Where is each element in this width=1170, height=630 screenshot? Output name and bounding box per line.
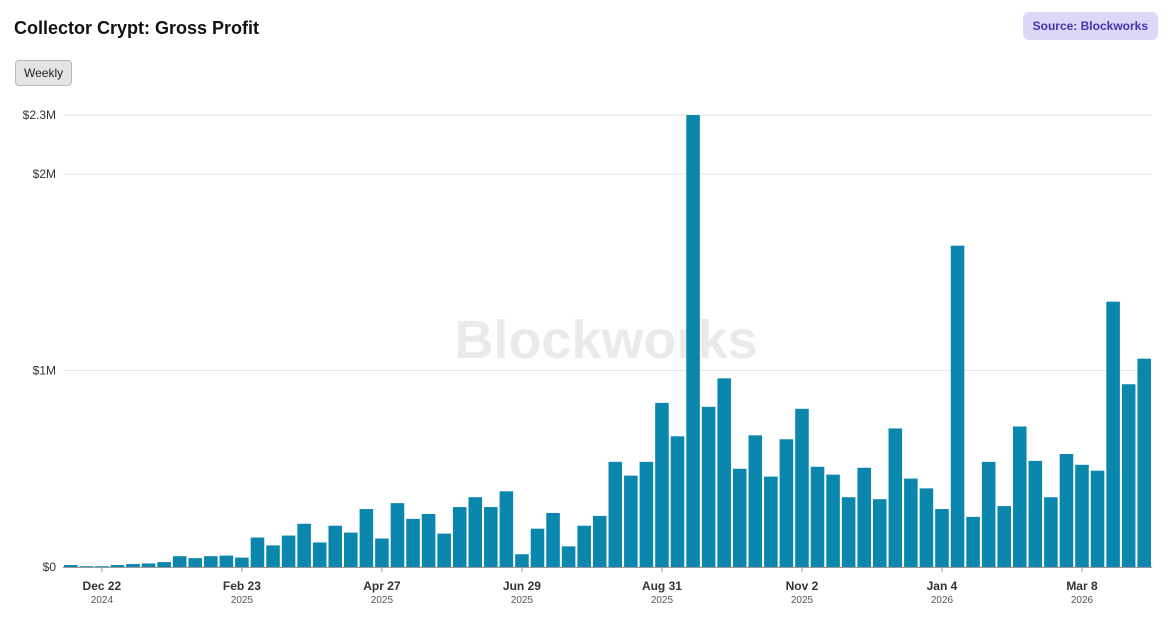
bar[interactable] bbox=[810, 466, 825, 567]
bar[interactable] bbox=[795, 408, 809, 567]
x-tick-year: 2025 bbox=[231, 595, 254, 606]
bar[interactable] bbox=[344, 532, 358, 567]
bar[interactable] bbox=[1012, 426, 1027, 567]
y-axis: $0 $1M $2M $2.3M bbox=[23, 108, 57, 574]
bar[interactable] bbox=[935, 509, 949, 567]
bar[interactable] bbox=[188, 558, 203, 567]
bar[interactable] bbox=[1106, 301, 1120, 567]
bar[interactable] bbox=[561, 546, 576, 567]
bar[interactable] bbox=[328, 525, 343, 567]
bar[interactable] bbox=[468, 497, 483, 567]
bar[interactable] bbox=[359, 509, 374, 567]
bar[interactable] bbox=[250, 537, 265, 567]
bar[interactable] bbox=[297, 523, 311, 567]
bar[interactable] bbox=[281, 535, 296, 567]
bar[interactable] bbox=[639, 461, 654, 567]
bar[interactable] bbox=[686, 115, 700, 567]
x-tick-year: 2025 bbox=[371, 595, 394, 606]
y-tick-label: $2M bbox=[33, 167, 56, 181]
x-tick-year: 2025 bbox=[511, 595, 534, 606]
x-axis: Dec 22 2024 Feb 23 2025 Apr 27 2025 Jun 29 2025… bbox=[63, 567, 1152, 606]
bar[interactable] bbox=[1090, 470, 1105, 567]
bar[interactable] bbox=[592, 515, 607, 567]
bar[interactable] bbox=[452, 507, 467, 567]
bar[interactable] bbox=[655, 402, 669, 567]
source-badge[interactable]: Source: Blockworks bbox=[1022, 12, 1158, 40]
x-tick-label: Aug 31 bbox=[642, 579, 682, 593]
x-tick-label: Nov 2 bbox=[786, 579, 819, 593]
bar[interactable] bbox=[608, 461, 623, 567]
x-tick-year: 2025 bbox=[791, 595, 814, 606]
bar[interactable] bbox=[577, 525, 591, 567]
watermark: Blockworks bbox=[454, 310, 757, 370]
bar[interactable] bbox=[219, 555, 234, 567]
x-tick-label: Feb 23 bbox=[223, 579, 261, 593]
bar[interactable] bbox=[64, 565, 78, 567]
bar[interactable] bbox=[515, 554, 529, 567]
bar[interactable] bbox=[701, 406, 716, 567]
bar[interactable] bbox=[484, 507, 498, 567]
bar[interactable] bbox=[1121, 384, 1136, 567]
bar[interactable] bbox=[126, 564, 140, 567]
bar[interactable] bbox=[375, 538, 389, 568]
bar[interactable] bbox=[888, 428, 903, 567]
bar[interactable] bbox=[546, 512, 560, 567]
x-tick-year: 2026 bbox=[1071, 595, 1094, 606]
bars bbox=[64, 115, 1151, 567]
bar[interactable] bbox=[919, 488, 934, 567]
bar[interactable] bbox=[157, 562, 171, 567]
bar[interactable] bbox=[904, 478, 918, 567]
x-tick-year: 2024 bbox=[91, 595, 114, 606]
bar[interactable] bbox=[717, 378, 731, 567]
bar[interactable] bbox=[779, 439, 794, 567]
bar[interactable] bbox=[764, 476, 778, 567]
y-tick-label: $2.3M bbox=[23, 108, 56, 122]
bar[interactable] bbox=[1028, 460, 1043, 567]
bar[interactable] bbox=[266, 545, 280, 567]
bar[interactable] bbox=[857, 467, 871, 567]
x-tick-year: 2026 bbox=[931, 595, 954, 606]
bar[interactable] bbox=[235, 557, 249, 567]
bar[interactable] bbox=[624, 475, 638, 567]
bar[interactable] bbox=[826, 474, 840, 567]
bar[interactable] bbox=[950, 245, 965, 567]
bar[interactable] bbox=[981, 461, 996, 567]
bar[interactable] bbox=[841, 497, 856, 567]
bar[interactable] bbox=[406, 518, 420, 567]
bar[interactable] bbox=[748, 435, 763, 567]
y-tick-label: $1M bbox=[33, 363, 56, 377]
bar[interactable] bbox=[997, 506, 1011, 567]
bar[interactable] bbox=[437, 533, 451, 567]
bar[interactable] bbox=[732, 468, 747, 567]
weekly-toggle-button[interactable]: Weekly bbox=[15, 60, 73, 86]
bar[interactable] bbox=[1075, 464, 1089, 567]
bar[interactable] bbox=[1044, 497, 1058, 567]
x-tick-year: 2025 bbox=[651, 595, 674, 606]
bar[interactable] bbox=[670, 436, 685, 567]
x-tick-label: Jun 29 bbox=[503, 579, 541, 593]
bar[interactable] bbox=[204, 556, 218, 567]
y-tick-label: $0 bbox=[43, 560, 57, 574]
bar[interactable] bbox=[110, 565, 125, 567]
bar[interactable] bbox=[966, 516, 980, 567]
bar[interactable] bbox=[95, 566, 109, 567]
bar[interactable] bbox=[141, 563, 156, 567]
bar[interactable] bbox=[172, 556, 187, 567]
bar[interactable] bbox=[1137, 358, 1151, 567]
bar[interactable] bbox=[79, 566, 94, 567]
chart-title: Collector Crypt: Gross Profit bbox=[14, 18, 260, 38]
x-tick-label: Jan 4 bbox=[927, 579, 958, 593]
x-tick-label: Mar 8 bbox=[1066, 579, 1098, 593]
x-tick-label: Dec 22 bbox=[83, 579, 122, 593]
bar[interactable] bbox=[530, 528, 545, 567]
bar[interactable] bbox=[499, 491, 514, 567]
bar[interactable] bbox=[1059, 454, 1074, 567]
bar[interactable] bbox=[312, 542, 327, 567]
bar[interactable] bbox=[390, 503, 405, 567]
bar[interactable] bbox=[872, 499, 887, 567]
x-tick-label: Apr 27 bbox=[363, 579, 401, 593]
bar[interactable] bbox=[421, 513, 436, 567]
